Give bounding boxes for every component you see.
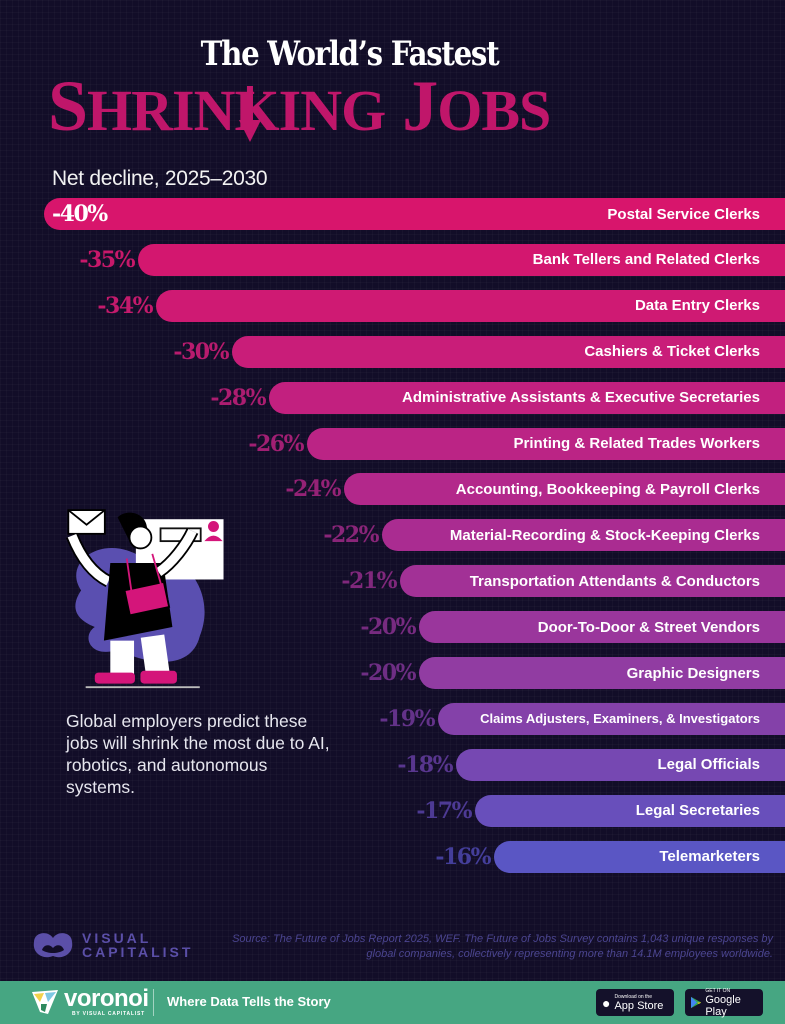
bar-row: Graphic Designers [419,657,785,689]
footer-bar: voronoi BY VISUAL CAPITALIST Where Data … [0,981,785,1024]
bar-value: -35% [79,246,135,273]
bar-label: Administrative Assistants & Executive Se… [402,389,760,407]
bar-row: Transportation Attendants & Conductors [400,565,785,598]
bar-label: Bank Tellers and Related Clerks [532,251,760,269]
bar-row: Data Entry Clerks [156,289,785,322]
visual-capitalist-logo[interactable]: VISUAL CAPITALIST [30,930,193,960]
bar-label: Claims Adjusters, Examiners, & Investiga… [480,711,760,727]
bar-row: Bank Tellers and Related Clerks [138,243,785,276]
title-top: The World’s Fastest [200,34,500,74]
bar-value: -28% [210,384,266,411]
bar-value: -30% [173,338,229,365]
footer-divider [153,989,154,1016]
title-main: SHRINKING JOBS [48,66,551,146]
visual-capitalist-icon [33,933,73,958]
bar-value: -16% [435,843,491,870]
bar-value: -24% [285,476,341,503]
bar-row: Administrative Assistants & Executive Se… [269,381,785,414]
bar-label: Legal Secretaries [635,802,760,820]
bar-label: Data Entry Clerks [634,297,760,315]
voronoi-wordmark: voronoi [64,985,149,1012]
apple-icon: ● [602,994,611,1011]
bar-row: Legal Secretaries [475,794,785,827]
voronoi-byline: BY VISUAL CAPITALIST [72,1011,145,1017]
bar-label: Printing & Related Trades Workers [513,435,760,452]
bar-value: -20% [360,660,416,686]
bar-row: Door-To-Door & Street Vendors [419,611,785,644]
bar-value: -18% [397,751,453,778]
woman-with-mail-illustration [66,509,224,689]
caption: Global employers predict these jobs will… [66,711,330,797]
bar-value: -19% [379,705,435,732]
bar-row: Legal Officials [456,748,785,781]
bar-row: Claims Adjusters, Examiners, & Investiga… [438,702,785,735]
bar-label: Postal Service Clerks [607,205,760,223]
app-store-button[interactable]: ● Download on the App Store [596,989,674,1016]
bar-value: -22% [323,522,379,549]
bar-label: Transportation Attendants & Conductors [469,572,760,590]
google-play-button[interactable]: GET IT ON Google Play [685,988,763,1018]
bar-row: Accounting, Bookkeeping & Payroll Clerks [344,473,785,506]
vc-line2: CAPITALIST [82,944,194,960]
google-play-icon [691,996,702,1009]
source-note: Source: The Future of Jobs Report 2025, … [232,933,773,960]
bar-row: Material-Recording & Stock-Keeping Clerk… [382,519,785,552]
bar-label: Accounting, Bookkeeping & Payroll Clerks [455,480,760,498]
subtitle: Net decline, 2025–2030 [52,167,268,190]
bar-label: Material-Recording & Stock-Keeping Clerk… [449,526,760,544]
bar-label: Telemarketers [659,848,760,866]
bar-row: Cashiers & Ticket Clerks [232,335,785,368]
bar-label: Door-To-Door & Street Vendors [537,618,760,636]
bar-row: Printing & Related Trades Workers [307,427,785,460]
tagline: Where Data Tells the Story [167,994,331,1009]
vc-line1: VISUAL [82,930,152,946]
bar-value: -34% [97,292,153,319]
bar-value: -21% [341,568,397,595]
bar-value: -17% [416,797,472,824]
voronoi-icon [32,990,58,1014]
voronoi-logo[interactable]: voronoi BY VISUAL CAPITALIST [30,987,149,1017]
bar-row: Postal Service Clerks [44,198,785,230]
bar-label: Legal Officials [657,756,760,774]
bar-value: -40% [52,201,108,227]
bar-value: -26% [248,430,304,457]
bar-row: Telemarketers [494,840,785,873]
bar-label: Cashiers & Ticket Clerks [584,343,760,361]
bar-value: -20% [360,614,416,641]
bar-label: Graphic Designers [626,664,760,682]
